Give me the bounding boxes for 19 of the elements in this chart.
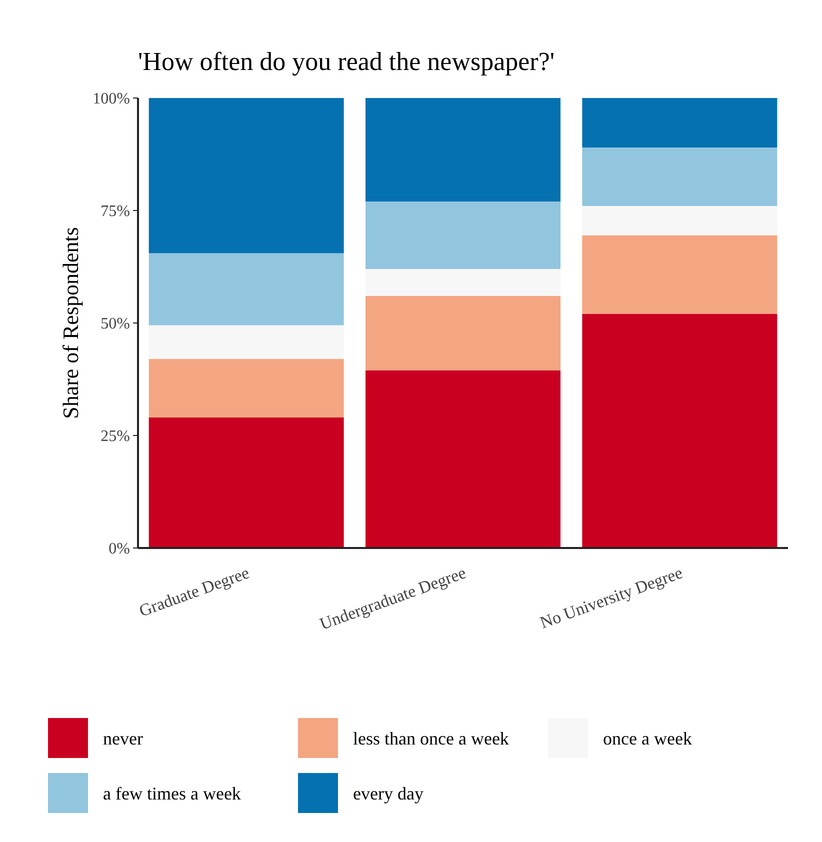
legend-label: once a week — [603, 728, 692, 748]
y-tick-label: 50% — [100, 316, 130, 333]
bar — [366, 98, 560, 202]
y-tick-label: 25% — [100, 428, 130, 446]
bar — [582, 314, 778, 548]
legend-label: less than once a week — [353, 728, 509, 748]
x-tick-label: Graduate Degree — [136, 563, 252, 620]
bar — [148, 98, 344, 254]
y-axis-title: Share of Respondents — [58, 227, 83, 419]
chart-title: 'How often do you read the newspaper?' — [138, 47, 555, 76]
bar — [148, 418, 344, 548]
bar — [582, 98, 778, 148]
y-tick-label: 100% — [92, 90, 130, 108]
legend-label: a few times a week — [103, 783, 241, 804]
y-tick-label: 0% — [108, 540, 130, 558]
legend-label: never — [103, 728, 143, 748]
bar — [366, 370, 560, 548]
y-tick-label: 75% — [100, 203, 130, 220]
legend-label: every day — [353, 783, 424, 804]
